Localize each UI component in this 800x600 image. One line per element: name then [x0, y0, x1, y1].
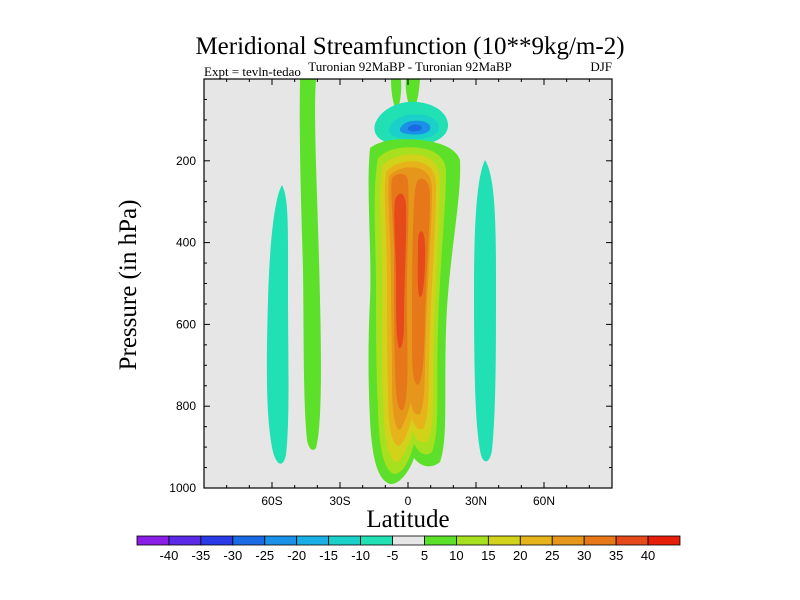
colorbar-box	[232, 535, 266, 546]
colorbar-box	[551, 535, 585, 546]
colorbar-box	[360, 535, 393, 546]
x-axis: 60S 30S 0 30N 60N	[203, 79, 613, 508]
x-tick-label: 60N	[533, 494, 555, 508]
contour-green-top-strip	[391, 79, 402, 112]
contour-red-core	[394, 193, 407, 349]
subtitle-left: Expt = tevln-tedao	[204, 64, 301, 79]
x-tick-label: 60S	[261, 494, 282, 508]
colorbar-label: 40	[641, 548, 655, 563]
colorbar-label: 25	[545, 548, 559, 563]
colorbar-box	[487, 535, 521, 546]
contour-cyan-south-cell	[266, 185, 289, 464]
colorbar-label: -5	[387, 548, 399, 563]
x-tick-label: 30N	[465, 494, 487, 508]
colorbar: -40 -35 -30 -25 -20 -15 -10 -5 5 10 15 20 25 30 35 40	[136, 535, 681, 563]
x-axis-label: Latitude	[366, 506, 449, 533]
colorbar-box	[296, 535, 330, 546]
y-tick-label: 600	[176, 317, 196, 331]
colorbar-label: 35	[609, 548, 623, 563]
colorbar-label: -40	[160, 548, 179, 563]
colorbar-box	[456, 535, 489, 546]
y-tick-label: 200	[176, 154, 196, 168]
colorbar-label: 5	[421, 548, 428, 563]
colorbar-label: -35	[191, 548, 210, 563]
y-tick-label: 1000	[169, 481, 196, 495]
contour-fill-group	[266, 79, 496, 485]
colorbar-box	[647, 535, 681, 546]
y-tick-label: 400	[176, 236, 196, 250]
chart-title: Meridional Streamfunction (10**9kg/m-2)	[195, 33, 624, 60]
colorbar-label: -10	[351, 548, 370, 563]
contour-cyan-north-cell	[474, 160, 496, 462]
colorbar-label: -20	[287, 548, 306, 563]
colorbar-box	[583, 535, 617, 546]
colorbar-box	[264, 535, 298, 546]
colorbar-box	[424, 535, 457, 546]
y-tick-label: 800	[176, 399, 196, 413]
contour-red-core-right	[417, 231, 426, 297]
subtitle-center: Turonian 92MaBP - Turonian 92MaBP	[308, 59, 511, 74]
contour-blue-core-tropopause-cell	[407, 124, 422, 132]
colorbar-box	[392, 535, 425, 546]
y-axis-label: Pressure (in hPa)	[115, 200, 142, 371]
colorbar-label: -25	[255, 548, 274, 563]
colorbar-label: -30	[223, 548, 242, 563]
colorbar-box	[519, 535, 553, 546]
y-axis: 200 400 600 800 1000	[169, 78, 612, 495]
colorbar-label: -15	[319, 548, 338, 563]
subtitle-right: DJF	[590, 59, 612, 74]
colorbar-label: 30	[577, 548, 591, 563]
colorbar-box	[136, 535, 170, 546]
colorbar-box	[328, 535, 361, 546]
colorbar-label: 20	[513, 548, 527, 563]
colorbar-box	[615, 535, 649, 546]
x-tick-label: 30S	[329, 494, 350, 508]
contour-green-south-band	[299, 79, 321, 450]
colorbar-box	[168, 535, 202, 546]
colorbar-label: 10	[449, 548, 463, 563]
colorbar-label: 15	[481, 548, 495, 563]
x-tick-label: 0	[405, 494, 412, 508]
colorbar-box	[200, 535, 234, 546]
